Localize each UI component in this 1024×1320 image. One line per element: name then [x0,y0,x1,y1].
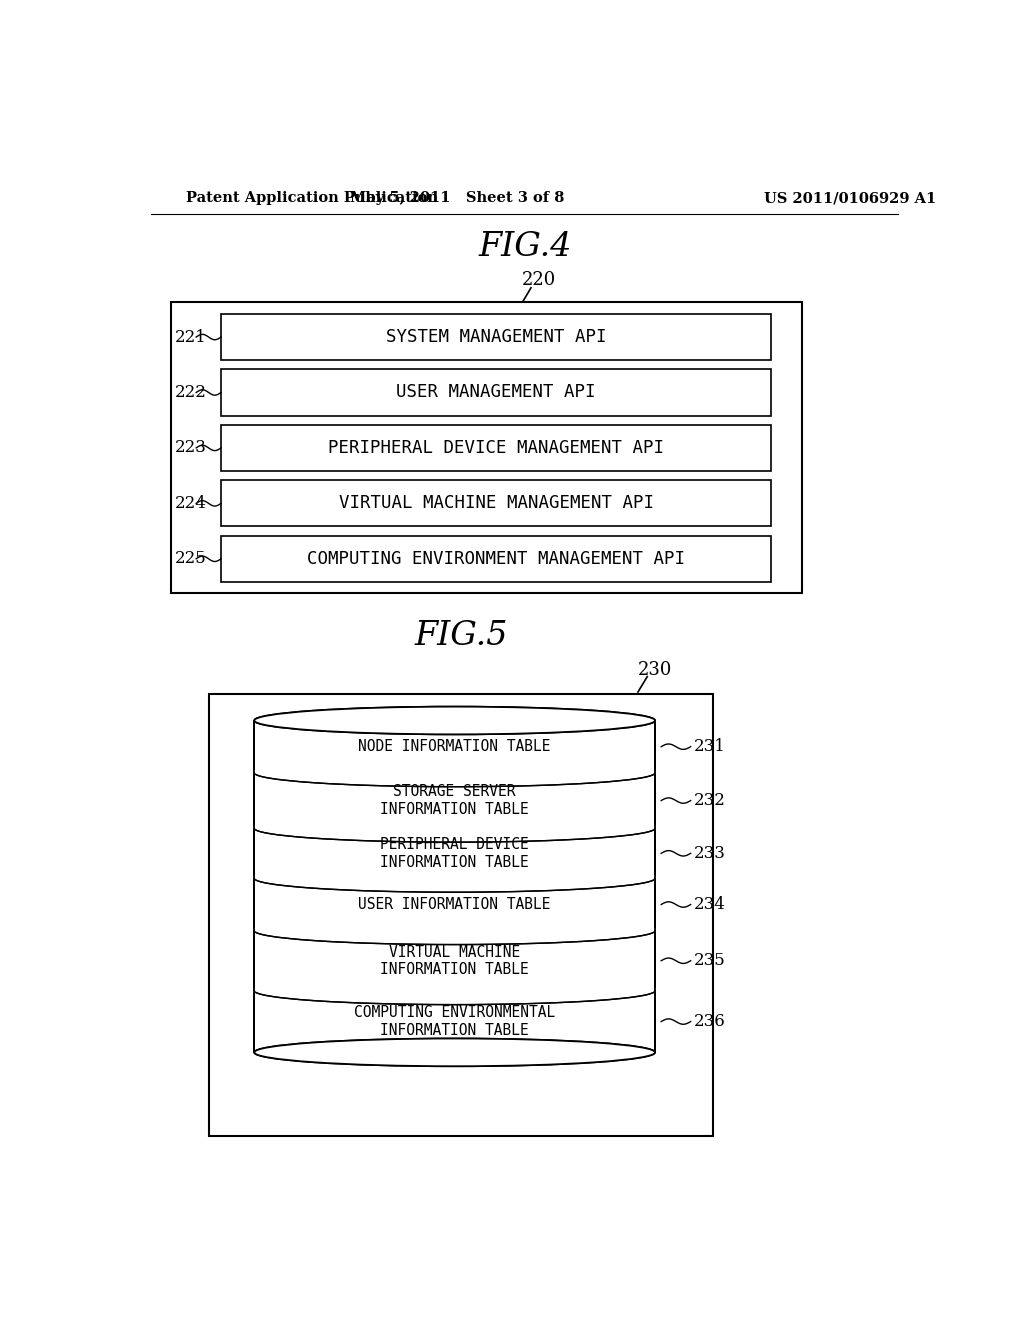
Bar [254,721,655,1052]
Bar [209,693,713,1137]
Bar [221,314,771,360]
Text: NODE INFORMATION TABLE: NODE INFORMATION TABLE [358,739,551,754]
Ellipse shape [254,977,655,1005]
Text: 234: 234 [693,896,726,913]
Ellipse shape [254,706,655,734]
Ellipse shape [254,917,655,945]
Bar [221,536,771,582]
Text: VIRTUAL MACHINE MANAGEMENT API: VIRTUAL MACHINE MANAGEMENT API [339,495,653,512]
Text: COMPUTING ENVIRONMENT MANAGEMENT API: COMPUTING ENVIRONMENT MANAGEMENT API [307,550,685,568]
Text: 225: 225 [174,550,206,568]
Text: FIG.4: FIG.4 [478,231,571,263]
Text: 232: 232 [693,792,726,809]
Text: Patent Application Publication: Patent Application Publication [186,191,438,206]
Ellipse shape [254,1039,655,1067]
Text: 224: 224 [174,495,207,512]
Text: FIG.5: FIG.5 [415,620,508,652]
Text: 231: 231 [693,738,726,755]
Text: SYSTEM MANAGEMENT API: SYSTEM MANAGEMENT API [386,329,606,346]
Text: 220: 220 [521,271,556,289]
Text: USER MANAGEMENT API: USER MANAGEMENT API [396,384,596,401]
Text: 221: 221 [174,329,207,346]
Text: PERIPHERAL DEVICE
INFORMATION TABLE: PERIPHERAL DEVICE INFORMATION TABLE [380,837,529,870]
Ellipse shape [254,1039,655,1067]
Text: PERIPHERAL DEVICE MANAGEMENT API: PERIPHERAL DEVICE MANAGEMENT API [328,440,665,457]
Ellipse shape [254,706,655,734]
Bar [171,302,802,594]
Text: STORAGE SERVER
INFORMATION TABLE: STORAGE SERVER INFORMATION TABLE [380,784,529,817]
Bar [221,425,771,471]
Text: 233: 233 [693,845,726,862]
Ellipse shape [254,759,655,787]
Text: USER INFORMATION TABLE: USER INFORMATION TABLE [358,898,551,912]
Text: 235: 235 [693,952,725,969]
Text: 222: 222 [174,384,207,401]
Ellipse shape [254,814,655,842]
Bar [221,480,771,527]
Text: May 5, 2011   Sheet 3 of 8: May 5, 2011 Sheet 3 of 8 [350,191,564,206]
Ellipse shape [254,865,655,892]
Text: 230: 230 [638,661,672,680]
Text: 223: 223 [174,440,207,457]
Text: COMPUTING ENVIRONMENTAL
INFORMATION TABLE: COMPUTING ENVIRONMENTAL INFORMATION TABL… [354,1006,555,1038]
Bar [221,370,771,416]
Text: US 2011/0106929 A1: US 2011/0106929 A1 [764,191,936,206]
Text: VIRTUAL MACHINE
INFORMATION TABLE: VIRTUAL MACHINE INFORMATION TABLE [380,945,529,977]
Text: 236: 236 [693,1012,725,1030]
